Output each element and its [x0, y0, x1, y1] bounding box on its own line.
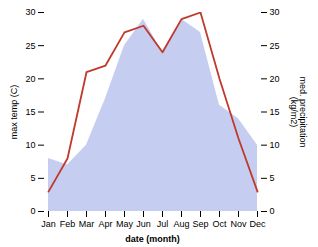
svg-text:max temp (C): max temp (C): [9, 85, 19, 140]
svg-text:25: 25: [25, 41, 35, 51]
svg-text:5: 5: [270, 173, 275, 183]
svg-text:25: 25: [270, 41, 280, 51]
svg-text:20: 20: [25, 74, 35, 84]
svg-text:Oct: Oct: [212, 219, 227, 229]
svg-text:Jun: Jun: [136, 219, 151, 229]
svg-text:Apr: Apr: [98, 219, 112, 229]
svg-text:20: 20: [270, 74, 280, 84]
svg-text:Sep: Sep: [192, 219, 208, 229]
svg-text:5: 5: [30, 173, 35, 183]
svg-text:May: May: [116, 219, 134, 229]
svg-text:30: 30: [270, 7, 280, 17]
svg-text:Aug: Aug: [173, 219, 189, 229]
svg-text:0: 0: [270, 206, 275, 216]
svg-text:Jan: Jan: [41, 219, 56, 229]
svg-text:0: 0: [30, 206, 35, 216]
svg-text:Nov: Nov: [230, 219, 247, 229]
svg-text:15: 15: [25, 107, 35, 117]
svg-text:15: 15: [270, 107, 280, 117]
svg-text:med. precipitation(kg/m2): med. precipitation(kg/m2): [289, 76, 308, 147]
svg-text:Dec: Dec: [249, 219, 266, 229]
svg-text:date (month): date (month): [125, 234, 180, 244]
svg-text:Feb: Feb: [60, 219, 76, 229]
svg-text:30: 30: [25, 7, 35, 17]
svg-text:Jul: Jul: [157, 219, 169, 229]
svg-text:10: 10: [25, 140, 35, 150]
svg-text:Mar: Mar: [79, 219, 95, 229]
svg-text:10: 10: [270, 140, 280, 150]
